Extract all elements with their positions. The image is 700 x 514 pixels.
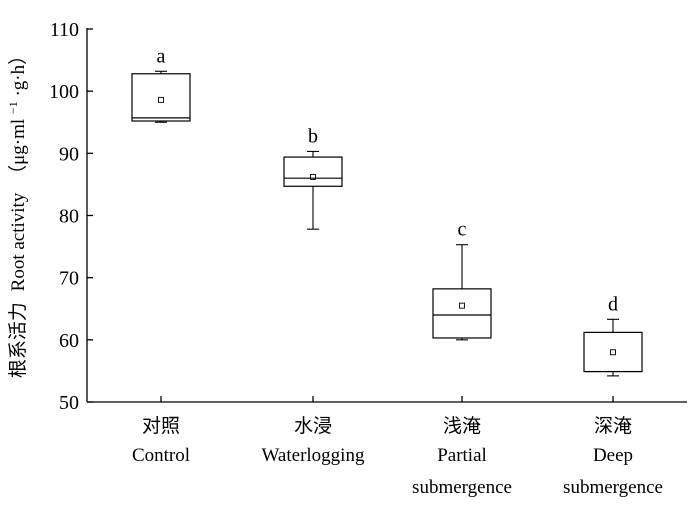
x-tick-label-en: Partial [437,445,487,466]
x-tick-label-cn: 对照 [142,415,180,437]
mean-marker [610,349,616,356]
x-tick-label-cn: 浅淹 [443,415,481,437]
y-label-unit: （μg·ml [7,119,29,184]
significance-letter: d [608,293,618,315]
iqr-box [432,288,492,339]
y-tick-label: 100 [49,81,79,103]
significance-letter: c [458,219,467,241]
boxes: a b c d [131,45,643,377]
x-tick-label-en: Waterlogging [262,445,365,466]
mean-marker [158,96,164,103]
y-ticks: 50 60 70 80 90 100 110 [49,19,93,414]
y-label-en: Root activity [8,192,29,291]
significance-letter: b [308,125,318,147]
iqr-box [583,331,643,373]
y-label-unit-sup: −1 [6,101,20,114]
box-group: d [583,293,643,377]
iqr-box [283,156,343,187]
axes [86,28,687,403]
y-tick-label: 70 [59,268,79,290]
x-ticks: 对照 Control 水浸 Waterlogging 浅淹 Partial submerge… [132,396,663,498]
box-group: a [131,45,191,123]
x-tick-label-en-line2: submergence [412,477,512,498]
y-tick-label: 60 [59,330,79,352]
y-label-unit-tail: ·g·h） [7,46,29,97]
significance-letter: a [157,45,166,67]
iqr-box [131,73,191,122]
mean-marker [459,302,465,309]
box-group: c [432,219,492,341]
box-group: b [283,125,343,230]
y-tick-label: 50 [59,392,79,414]
x-tick-label-cn: 深淹 [594,415,632,437]
y-tick-label: 90 [59,143,79,165]
mean-marker [310,174,316,180]
x-tick-label-cn: 水浸 [294,415,332,437]
y-tick-label: 80 [59,206,79,228]
x-tick-label-en: Deep [593,445,633,466]
y-label-cn: 根系活力 [7,302,29,378]
y-tick-label: 110 [50,19,79,41]
x-tick-label-en: Control [132,445,190,466]
x-tick-label-en-line2: submergence [563,477,663,498]
y-axis-label: 根系活力 Root activity （μg·ml −1 ·g·h） [1,46,29,378]
